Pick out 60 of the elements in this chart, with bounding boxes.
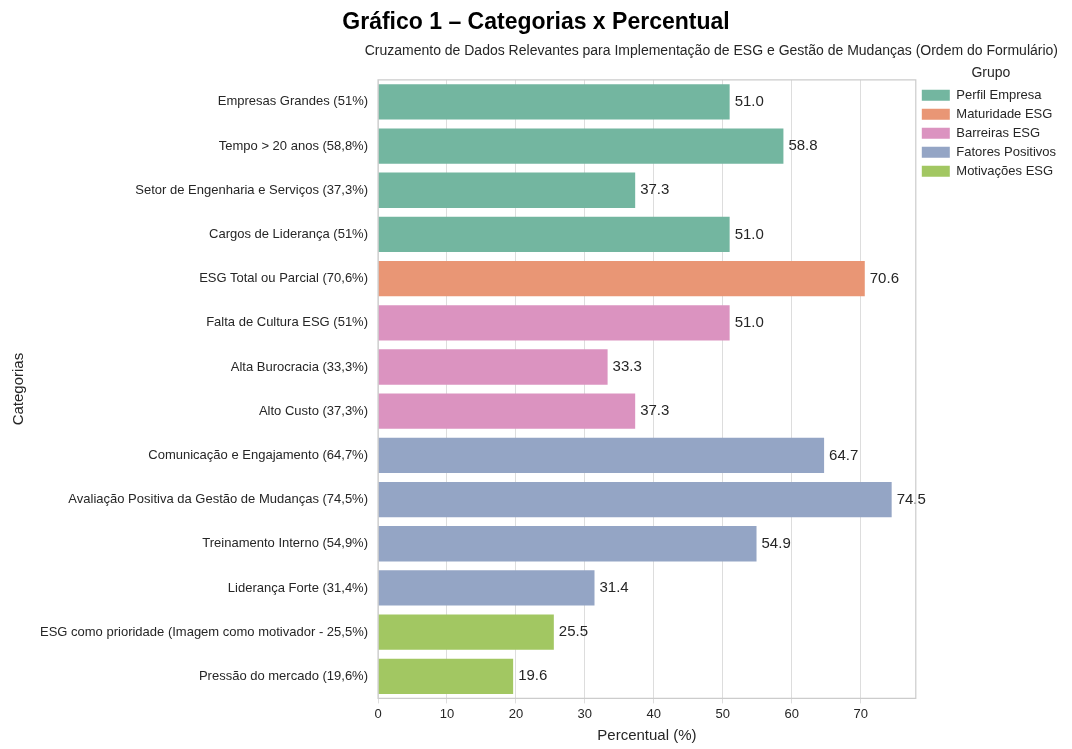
x-tick-label: 0 bbox=[374, 705, 382, 721]
bar bbox=[378, 658, 514, 694]
x-axis-title: Percentual (%) bbox=[597, 726, 697, 744]
legend-label: Maturidade ESG bbox=[956, 105, 1053, 121]
bar bbox=[378, 305, 730, 341]
y-tick-label: Cargos de Liderança (51%) bbox=[209, 226, 369, 242]
data-label: 37.3 bbox=[640, 180, 670, 198]
x-tick-label: 40 bbox=[646, 705, 662, 721]
bar bbox=[378, 260, 865, 297]
legend-label: Fatores Positivos bbox=[956, 143, 1057, 159]
legend-title: Grupo bbox=[971, 63, 1011, 80]
y-tick-label: Alta Burocracia (33,3%) bbox=[230, 358, 369, 374]
data-label: 37.3 bbox=[640, 401, 670, 419]
y-tick-label: Pressão do mercado (19,6%) bbox=[198, 667, 369, 683]
x-tick-label: 50 bbox=[715, 705, 730, 721]
y-tick-label: Liderança Forte (31,4%) bbox=[227, 579, 369, 595]
y-tick-label: Avaliação Positiva da Gestão de Mudanças (74,5%) bbox=[68, 491, 369, 507]
data-label: 19.6 bbox=[518, 666, 548, 684]
data-label: 58.8 bbox=[788, 136, 818, 154]
y-tick-label: Falta de Cultura ESG (51%) bbox=[206, 314, 369, 330]
bar bbox=[378, 84, 730, 120]
chart-title: Gráfico 1 – Categorias x Percentual bbox=[341, 7, 731, 36]
bar bbox=[378, 128, 784, 164]
legend-label: Motivações ESG bbox=[956, 162, 1054, 178]
x-tick-label: 20 bbox=[508, 705, 524, 721]
y-tick-label: ESG como prioridade (Imagem como motivador - 25,5%) bbox=[40, 623, 369, 639]
data-label: 31.4 bbox=[599, 578, 629, 596]
x-tick-label: 70 bbox=[853, 705, 868, 721]
bar bbox=[378, 570, 595, 606]
y-tick-label: Comunicação e Engajamento (64,7%) bbox=[148, 446, 369, 462]
bar bbox=[378, 526, 757, 562]
data-label: 74.5 bbox=[896, 489, 926, 507]
y-tick-label: Tempo > 20 anos (58,8%) bbox=[218, 137, 369, 153]
data-label: 51.0 bbox=[734, 312, 764, 330]
bar bbox=[378, 172, 636, 208]
data-label: 51.0 bbox=[734, 224, 764, 242]
legend-label: Barreiras ESG bbox=[956, 124, 1041, 140]
bar bbox=[378, 216, 730, 253]
x-tick-label: 10 bbox=[439, 705, 455, 721]
x-tick-label: 60 bbox=[784, 705, 799, 721]
y-tick-label: Treinamento Interno (54,9%) bbox=[202, 535, 369, 551]
y-tick-label: Empresas Grandes (51%) bbox=[217, 93, 369, 109]
bar bbox=[378, 349, 608, 385]
chart-subtitle: Cruzamento de Dados Relevantes para Implementação de ESG e Gestão de Mudanças (Ordem do Formulário) bbox=[363, 42, 1059, 60]
bar bbox=[378, 481, 892, 518]
y-tick-label: Alto Custo (37,3%) bbox=[258, 402, 369, 418]
legend-label: Perfil Empresa bbox=[956, 86, 1043, 102]
x-tick-label: 30 bbox=[577, 705, 593, 721]
data-label: 70.6 bbox=[869, 268, 899, 286]
data-label: 54.9 bbox=[761, 533, 791, 551]
bar bbox=[378, 437, 825, 474]
bar bbox=[378, 393, 636, 429]
bar bbox=[378, 614, 554, 650]
data-label: 64.7 bbox=[829, 445, 859, 463]
y-axis-title: Categorias bbox=[9, 352, 27, 426]
y-tick-label: ESG Total ou Parcial (70,6%) bbox=[199, 270, 369, 286]
data-label: 33.3 bbox=[612, 357, 642, 375]
y-tick-label: Setor de Engenharia e Serviços (37,3%) bbox=[135, 181, 369, 197]
data-label: 51.0 bbox=[734, 92, 764, 110]
data-label: 25.5 bbox=[558, 622, 589, 640]
